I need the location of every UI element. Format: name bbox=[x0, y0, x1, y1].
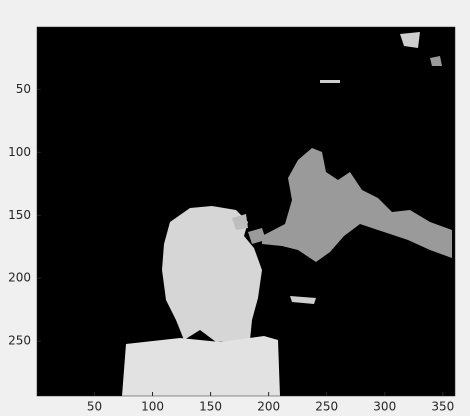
y-tick-label: 100 bbox=[8, 145, 31, 159]
figure: 50 100 150 200 250 300 350 50 100 150 200 250 bbox=[0, 0, 470, 416]
y-tick-label: 200 bbox=[8, 271, 31, 285]
image-region bbox=[122, 336, 280, 396]
x-tick-label: 100 bbox=[141, 400, 164, 414]
y-tick-label: 150 bbox=[8, 208, 31, 222]
axes bbox=[37, 27, 455, 396]
x-tick-label: 300 bbox=[373, 400, 396, 414]
x-tick-label: 150 bbox=[199, 400, 222, 414]
image-speckle bbox=[320, 80, 340, 83]
y-tick-label: 250 bbox=[8, 334, 31, 348]
y-tick-label: 50 bbox=[16, 82, 31, 96]
x-tick-label: 50 bbox=[87, 400, 102, 414]
x-tick-label: 250 bbox=[315, 400, 338, 414]
x-tick-label: 350 bbox=[431, 400, 454, 414]
page: 5010015020025030035050100150200250 (() =… bbox=[0, 0, 470, 416]
x-tick-label: 200 bbox=[257, 400, 280, 414]
